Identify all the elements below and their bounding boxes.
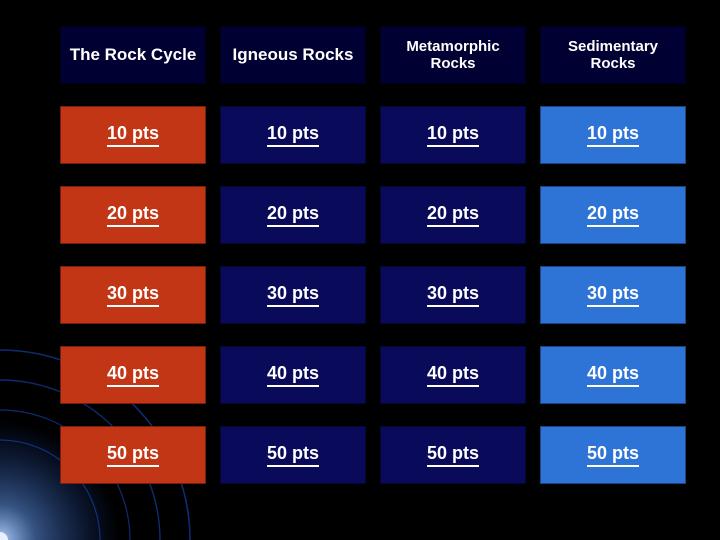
point-label: 20 pts [427,203,479,227]
category-label: Igneous Rocks [233,45,354,65]
point-cell[interactable]: 30 pts [380,266,526,324]
point-cell[interactable]: 30 pts [220,266,366,324]
point-label: 50 pts [587,443,639,467]
point-label: 10 pts [587,123,639,147]
category-header: Igneous Rocks [220,26,366,84]
point-cell[interactable]: 40 pts [380,346,526,404]
point-cell[interactable]: 20 pts [540,186,686,244]
point-label: 10 pts [267,123,319,147]
point-cell[interactable]: 20 pts [220,186,366,244]
point-label: 50 pts [107,443,159,467]
point-cell[interactable]: 50 pts [220,426,366,484]
category-label: Sedimentary Rocks [547,38,679,73]
point-label: 20 pts [107,203,159,227]
point-cell[interactable]: 40 pts [60,346,206,404]
category-label: Metamorphic Rocks [387,38,519,73]
point-label: 10 pts [107,123,159,147]
point-label: 20 pts [587,203,639,227]
point-label: 40 pts [427,363,479,387]
point-label: 40 pts [107,363,159,387]
point-label: 50 pts [267,443,319,467]
point-label: 30 pts [267,283,319,307]
point-cell[interactable]: 10 pts [220,106,366,164]
point-label: 50 pts [427,443,479,467]
point-label: 30 pts [427,283,479,307]
point-cell[interactable]: 50 pts [380,426,526,484]
point-cell[interactable]: 40 pts [540,346,686,404]
point-cell[interactable]: 10 pts [540,106,686,164]
point-cell[interactable]: 20 pts [60,186,206,244]
point-label: 10 pts [427,123,479,147]
category-header: Metamorphic Rocks [380,26,526,84]
point-label: 30 pts [107,283,159,307]
point-label: 30 pts [587,283,639,307]
point-cell[interactable]: 30 pts [60,266,206,324]
category-label: The Rock Cycle [70,45,197,65]
point-label: 20 pts [267,203,319,227]
point-cell[interactable]: 50 pts [60,426,206,484]
point-label: 40 pts [267,363,319,387]
point-cell[interactable]: 10 pts [60,106,206,164]
category-header: Sedimentary Rocks [540,26,686,84]
point-cell[interactable]: 20 pts [380,186,526,244]
point-label: 40 pts [587,363,639,387]
point-cell[interactable]: 50 pts [540,426,686,484]
point-cell[interactable]: 40 pts [220,346,366,404]
point-cell[interactable]: 10 pts [380,106,526,164]
point-cell[interactable]: 30 pts [540,266,686,324]
category-header: The Rock Cycle [60,26,206,84]
